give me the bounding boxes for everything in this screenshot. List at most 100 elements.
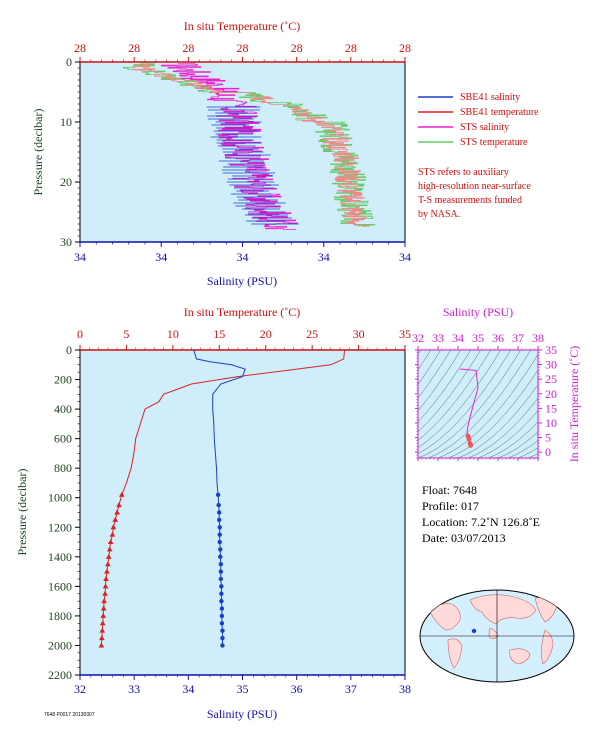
legend-label-sts-salinity: STS salinity <box>460 122 509 133</box>
top-pressure-tick-label: 30 <box>60 235 72 249</box>
profile-number: Profile: 017 <box>422 499 479 513</box>
top-sal-tick-label: 34 <box>399 250 411 264</box>
salinity-point <box>216 502 221 508</box>
ts-temp-tick-label: 25 <box>545 372 557 386</box>
temperature-point <box>110 524 117 530</box>
profile-date: Date: 03/07/2013 <box>422 531 506 545</box>
ts-density-contour <box>517 447 538 458</box>
ts-temp-tick-label: 35 <box>545 343 557 357</box>
top-pressure-tick-label: 10 <box>60 115 72 129</box>
main-temp-tick-label: 35 <box>399 327 411 341</box>
top-chart: 28 28 28 28 28 28 28 34 34 34 34 34 0 10 20 30 In situ … <box>31 19 411 288</box>
top-sal-tick-label: 34 <box>155 250 167 264</box>
main-temp-tick-label: 15 <box>213 327 225 341</box>
salinity-point <box>219 621 225 626</box>
salinity-point <box>220 628 225 633</box>
top-sal-tick-label: 34 <box>318 250 330 264</box>
top-pressure-tick-label: 20 <box>60 175 72 189</box>
temperature-point <box>114 509 120 515</box>
top-temp-tick-label: 28 <box>74 41 86 55</box>
ts-density-contour <box>467 397 538 458</box>
main-sal-tick-label: 37 <box>345 682 357 696</box>
main-pressure-tick-label: 400 <box>54 402 72 416</box>
temperature-point <box>105 553 112 559</box>
salinity-point <box>215 492 221 497</box>
main-sal-tick-label: 33 <box>128 682 140 696</box>
ts-temp-axis-title: In situ Temperature (˚C) <box>567 346 581 463</box>
main-pressure-tick-label: 2000 <box>48 638 72 652</box>
top-pressure-tick-label: 0 <box>66 55 72 69</box>
map-float-marker <box>471 628 477 634</box>
main-temp-tick-label: 5 <box>123 327 129 341</box>
top-temp-tick-label: 28 <box>128 41 140 55</box>
ts-sal-tick-label: 34 <box>452 331 464 345</box>
ts-density-contour <box>418 350 521 458</box>
top-temp-axis-title: In situ Temperature (˚C) <box>184 19 301 33</box>
temperature-point <box>100 605 107 611</box>
temperature-point <box>107 539 114 545</box>
main-pressure-axis-title: Pressure (decibar) <box>15 469 29 556</box>
ts-density-contour <box>487 421 538 458</box>
ts-sal-tick-label: 38 <box>532 331 544 345</box>
ts-temp-tick-label: 0 <box>545 445 551 459</box>
sbe41-temperature-line <box>132 64 370 227</box>
ts-curve-point <box>468 443 473 448</box>
main-pressure-tick-label: 1200 <box>48 520 72 534</box>
temperature-point <box>102 590 108 596</box>
main-temp-tick-label: 10 <box>167 327 179 341</box>
ts-sal-tick-label: 35 <box>472 331 484 345</box>
main-sal-tick-label: 35 <box>237 682 249 696</box>
sts-salinity-line <box>161 63 298 231</box>
ts-density-contour <box>447 369 538 458</box>
temperature-point <box>105 561 111 567</box>
ts-density-contour <box>497 431 538 458</box>
top-legend: SBE41 salinity SBE41 temperature STS sal… <box>418 92 539 220</box>
salinity-profile-line <box>193 349 246 495</box>
main-sal-tick-label: 36 <box>291 682 303 696</box>
ts-density-contour <box>427 350 531 458</box>
salinity-point <box>219 591 224 596</box>
salinity-point <box>217 532 222 537</box>
temperature-point <box>99 620 106 626</box>
sts-note-line-4: by NASA. <box>418 209 460 220</box>
ts-temp-tick-label: 30 <box>545 358 557 372</box>
salinity-point <box>219 584 224 589</box>
salinity-point <box>217 539 222 545</box>
ts-series-group <box>459 368 479 448</box>
salinity-point <box>218 562 224 567</box>
main-pressure-tick-label: 2200 <box>48 668 72 682</box>
ts-density-contour <box>477 410 538 458</box>
top-sal-axis-title: Salinity (PSU) <box>207 274 277 288</box>
sbe41-salinity-line <box>206 106 299 225</box>
temperature-profile-line <box>121 349 346 495</box>
ts-contour-lines <box>418 350 538 458</box>
top-series-group <box>122 63 376 231</box>
temperature-point <box>98 642 105 648</box>
salinity-point <box>217 525 222 530</box>
main-pressure-tick-label: 0 <box>66 343 72 357</box>
top-temp-tick-label: 28 <box>345 41 357 55</box>
ts-sal-tick-label: 32 <box>412 331 424 345</box>
temperature-point <box>102 583 109 589</box>
main-temp-tick-label: 20 <box>260 327 272 341</box>
temperature-point <box>118 491 125 497</box>
main-pressure-tick-label: 200 <box>54 373 72 387</box>
temperature-point <box>99 635 105 641</box>
top-temp-tick-label: 28 <box>237 41 249 55</box>
ts-temp-tick-label: 15 <box>545 401 557 415</box>
legend-label-sbe41-salinity: SBE41 salinity <box>460 92 520 103</box>
salinity-point <box>218 576 224 582</box>
main-temp-tick-label: 0 <box>77 327 83 341</box>
temperature-point <box>106 546 113 552</box>
main-temp-axis-title: In situ Temperature (˚C) <box>184 305 301 319</box>
main-temp-tick-label: 25 <box>306 327 318 341</box>
main-ticks-group: 0 5 10 15 20 25 30 35 32 33 34 35 36 37 38 0 200 400 600 80… <box>48 327 411 696</box>
main-plot-area <box>79 349 406 676</box>
temperature-point <box>112 516 119 522</box>
main-sal-tick-label: 32 <box>74 682 86 696</box>
temperature-point <box>100 612 107 618</box>
ts-density-contour <box>418 350 481 433</box>
